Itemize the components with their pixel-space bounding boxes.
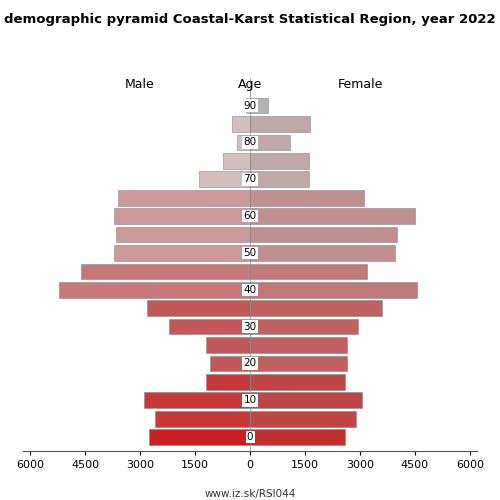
Bar <box>144 392 250 408</box>
Bar <box>250 337 347 353</box>
Bar <box>250 430 346 445</box>
Text: 90: 90 <box>244 100 256 110</box>
Bar <box>206 374 250 390</box>
Text: demographic pyramid Coastal-Karst Statistical Region, year 2022: demographic pyramid Coastal-Karst Statis… <box>4 12 496 26</box>
Bar <box>246 98 250 114</box>
Bar <box>149 430 250 445</box>
Bar <box>250 190 364 206</box>
Bar <box>114 245 250 261</box>
Text: www.iz.sk/RSI044: www.iz.sk/RSI044 <box>204 490 296 500</box>
Text: 60: 60 <box>244 211 256 221</box>
Bar <box>154 411 250 426</box>
Bar <box>250 264 368 279</box>
Text: Male: Male <box>125 78 155 91</box>
Bar <box>250 319 358 334</box>
Text: 70: 70 <box>244 174 256 184</box>
Text: 50: 50 <box>244 248 256 258</box>
Text: 20: 20 <box>244 358 256 368</box>
Bar <box>250 172 308 187</box>
Bar <box>250 300 382 316</box>
Bar <box>232 116 250 132</box>
Bar <box>210 356 250 372</box>
Bar <box>237 134 250 150</box>
Bar <box>148 300 250 316</box>
Bar <box>206 337 250 353</box>
Text: 30: 30 <box>244 322 256 332</box>
Bar <box>60 282 250 298</box>
Bar <box>116 226 250 242</box>
Bar <box>198 172 250 187</box>
Bar <box>250 374 346 390</box>
Bar <box>250 98 268 114</box>
Text: 0: 0 <box>247 432 254 442</box>
Bar <box>250 153 308 168</box>
Bar <box>250 411 356 426</box>
Bar <box>250 226 396 242</box>
Bar <box>170 319 250 334</box>
Bar <box>250 392 362 408</box>
Bar <box>250 116 310 132</box>
Text: 80: 80 <box>244 138 256 147</box>
Bar <box>250 208 415 224</box>
Bar <box>118 190 250 206</box>
Bar <box>250 356 347 372</box>
Text: 10: 10 <box>244 396 256 406</box>
Bar <box>250 134 290 150</box>
Bar <box>82 264 250 279</box>
Bar <box>250 282 417 298</box>
Bar <box>250 245 395 261</box>
Text: 40: 40 <box>244 285 256 295</box>
Text: Age: Age <box>238 78 262 91</box>
Bar <box>114 208 250 224</box>
Text: Female: Female <box>338 78 382 91</box>
Bar <box>222 153 250 168</box>
